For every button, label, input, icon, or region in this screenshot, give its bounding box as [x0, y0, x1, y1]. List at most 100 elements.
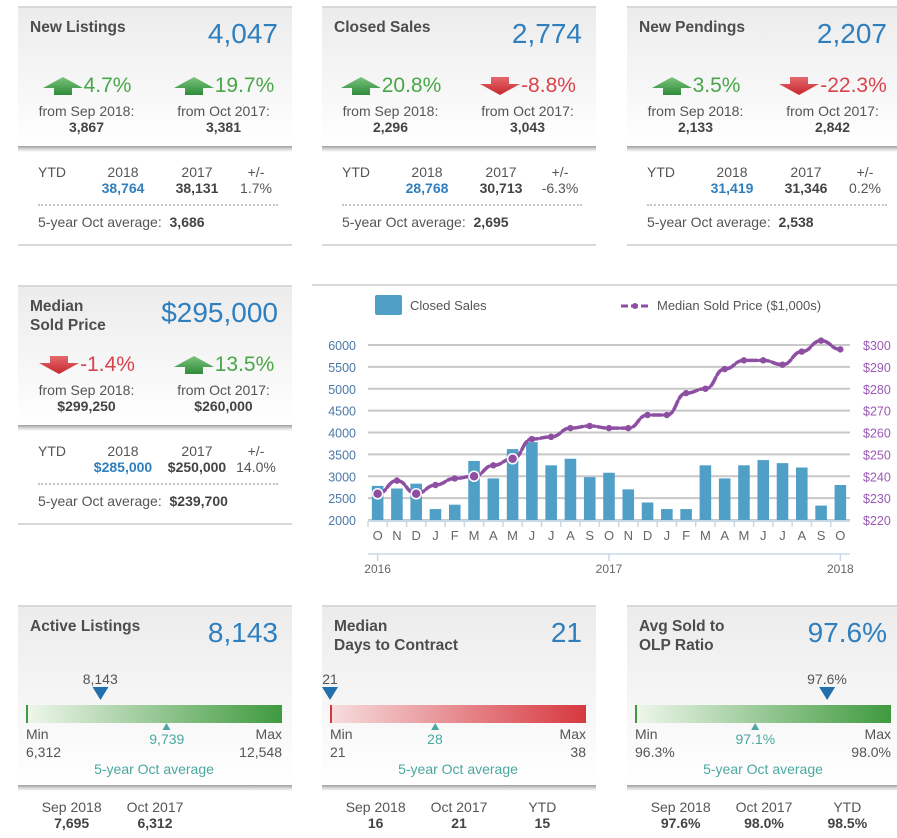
x-tick-label: J	[548, 528, 555, 543]
average-value: $239,700	[169, 493, 228, 509]
change-percent: -8.8%	[521, 74, 576, 97]
bottom-stats: Sep 2018 97.6% Oct 2017 98.0% YTD 98.5%	[627, 785, 897, 831]
change-change1: 4.7% from Sep 2018: 3,867	[18, 74, 155, 135]
x-tick-label: N	[624, 528, 633, 543]
chart-canvas: Closed Sales Median Sold Price ($1,000s) 2…	[328, 295, 891, 576]
down-arrow-icon	[39, 356, 80, 374]
price-point	[605, 424, 613, 432]
divider	[627, 146, 897, 152]
card-title: New Listings	[30, 18, 280, 37]
ytd-col-2017: 2017	[181, 164, 213, 180]
ytd-value-2018: $285,000	[93, 459, 153, 475]
price-point	[798, 348, 805, 355]
x-tick-label: D	[412, 528, 421, 543]
legend-label-closed-sales: Closed Sales	[410, 298, 487, 313]
x-tick-label: F	[682, 528, 690, 543]
down-arrow-icon	[779, 77, 820, 95]
divider	[322, 146, 596, 152]
gauge-card: Avg Sold to OLP Ratio 97.6% 97.6% 97.1% M…	[627, 605, 897, 831]
card-title: New Pendings	[639, 18, 889, 37]
x-tick-label: J	[779, 528, 786, 543]
bottom-stat: YTD 15	[528, 799, 557, 831]
current-marker-icon	[818, 687, 835, 700]
x-tick-label: M	[739, 528, 750, 543]
price-point	[567, 424, 574, 432]
average-marker-icon	[430, 723, 439, 730]
gauge-max: Max 98.0%	[851, 726, 891, 760]
ytd-value-2017: $250,000	[167, 459, 227, 475]
ytd-col-2017: 2017	[790, 164, 822, 180]
bottom-stat: YTD 98.5%	[827, 799, 868, 831]
y-right-tick-label: $220	[863, 514, 891, 528]
average-marker: 9,739	[149, 723, 184, 747]
x-tick-label: S	[585, 528, 594, 543]
price-point	[663, 411, 671, 419]
price-point	[586, 422, 593, 430]
ytd-col-change: +/-	[247, 443, 265, 459]
y-left-tick-label: 2500	[328, 492, 356, 506]
bar-closed-sales	[757, 460, 770, 520]
change-previous-value: 3,867	[68, 119, 105, 135]
bar-closed-sales	[718, 478, 731, 520]
card-header: Median Sold Price $295,000 -1.4% from Sep…	[18, 285, 292, 431]
change-percent: 13.5%	[214, 353, 275, 376]
year-label: 2016	[364, 562, 391, 576]
x-tick-label: A	[489, 528, 498, 543]
dotted-divider	[342, 204, 582, 206]
gauge-bar	[26, 705, 282, 723]
change-change2: 19.7% from Oct 2017: 3,381	[155, 74, 292, 135]
current-marker-icon	[92, 687, 109, 700]
change-from-label: from Sep 2018:	[342, 103, 439, 119]
y-right-tick-label: $230	[863, 492, 891, 506]
change-percent: -22.3%	[820, 74, 887, 97]
x-tick-label: J	[664, 528, 671, 543]
price-point	[432, 481, 439, 489]
average-value: 3,686	[169, 214, 205, 230]
stat-card: Closed Sales 2,774 20.8% from Sep 2018: …	[322, 6, 596, 246]
card-title: Closed Sales	[334, 18, 584, 37]
ytd-value-2018: 28,768	[405, 180, 449, 196]
change-change1: 20.8% from Sep 2018: 2,296	[322, 74, 459, 135]
card-main-value: $295,000	[161, 297, 278, 328]
change-previous-value: 3,043	[509, 119, 546, 135]
ytd-value-2017: 30,713	[479, 180, 523, 196]
change-previous-value: $260,000	[194, 398, 253, 414]
dotted-divider	[38, 483, 278, 485]
bar-closed-sales	[641, 502, 654, 520]
price-point-highlight	[506, 453, 519, 465]
change-from-label: from Sep 2018:	[38, 382, 135, 398]
bar-closed-sales	[738, 465, 750, 520]
bar-closed-sales	[564, 458, 577, 520]
x-tick-label: N	[392, 528, 401, 543]
card-title: Active Listings	[30, 617, 280, 636]
five-year-average: 5-year Oct average: 2,695	[342, 214, 509, 230]
x-tick-label: O	[835, 528, 845, 543]
ytd-change: 0.2%	[849, 180, 881, 196]
ytd-col-change: +/-	[247, 164, 265, 180]
bar-closed-sales	[776, 463, 789, 520]
ytd-col-2018: 2018	[716, 164, 748, 180]
bottom-stat: Oct 2017 98.0%	[735, 799, 793, 831]
y-left-tick-label: 6000	[328, 339, 356, 353]
ytd-label: YTD	[342, 164, 370, 180]
change-percent: 20.8%	[381, 74, 442, 97]
average-caption: 5-year Oct average	[703, 761, 823, 777]
ytd-section: YTD 2018 2017 +/- 31,419 31,346 0.2% 5-y…	[627, 146, 897, 246]
price-point	[451, 475, 458, 482]
closed-sales-price-chart: Closed Sales Median Sold Price ($1,000s) 2…	[312, 284, 897, 579]
change-percent: -1.4%	[80, 353, 135, 376]
ytd-col-change: +/-	[551, 164, 569, 180]
change-change1: 3.5% from Sep 2018: 2,133	[627, 74, 764, 135]
y-right-tick-label: $290	[863, 361, 891, 375]
change-change2: -22.3% from Oct 2017: 2,842	[764, 74, 897, 135]
card-title-line: Median	[334, 618, 388, 635]
bottom-stats: Sep 2018 7,695 Oct 2017 6,312	[18, 785, 292, 831]
ytd-section: YTD 2018 2017 +/- 28,768 30,713 -6.3% 5-…	[322, 146, 596, 246]
five-year-average: 5-year Oct average: $239,700	[38, 493, 228, 509]
price-point	[490, 462, 497, 469]
card-title-line: Closed Sales	[334, 19, 431, 36]
bar-closed-sales	[815, 505, 827, 520]
gauge-card: Active Listings 8,143 8,143 9,739 Min 6,3…	[18, 605, 292, 831]
ytd-value-2017: 31,346	[784, 180, 828, 196]
bar-closed-sales	[487, 478, 500, 520]
